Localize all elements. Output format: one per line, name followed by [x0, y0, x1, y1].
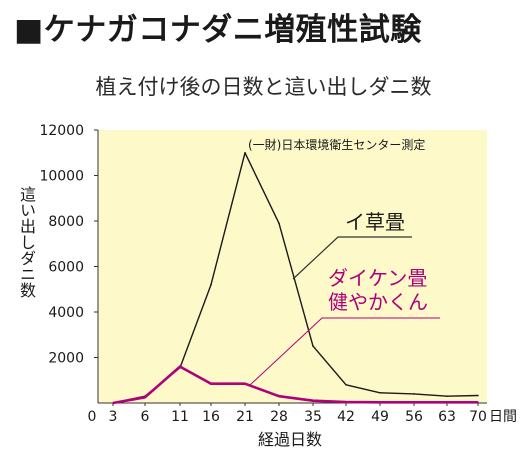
data-point — [312, 345, 314, 347]
data-point — [446, 401, 448, 404]
series-line-2 — [112, 365, 478, 405]
data-point — [278, 222, 280, 225]
data-point — [210, 283, 212, 286]
y-tick-label: 6000 — [48, 260, 84, 276]
data-point — [144, 396, 146, 399]
y-tick-label: 4000 — [48, 305, 84, 321]
x-tick-label: 21 — [236, 409, 254, 425]
x-tick-label: 3 — [109, 409, 118, 425]
series-layer — [112, 151, 479, 405]
series-label-1: イ草畳 — [345, 210, 405, 234]
x-tick-label: 11 — [171, 409, 189, 425]
series-label-2-line-1: ダイケン畳 — [328, 266, 427, 290]
data-point — [312, 399, 314, 402]
data-point — [379, 391, 381, 394]
leader-line-2 — [249, 317, 440, 386]
series-label-2-line-2: 健やかくん — [328, 290, 428, 314]
x-tick-label: 70 — [469, 409, 487, 425]
y-tick-label: 10000 — [39, 169, 84, 185]
data-point — [477, 394, 479, 397]
x-tick-label: 49 — [371, 409, 389, 425]
x-tick-label: 42 — [337, 409, 355, 425]
x-tick-label: 6 — [141, 409, 150, 425]
plot-area — [98, 130, 487, 403]
data-point — [112, 402, 114, 404]
data-point — [210, 382, 212, 385]
chart-subtitle: 植え付け後の日数と這い出しダニ数 — [95, 75, 432, 99]
x-origin-label: 0 — [88, 409, 97, 425]
y-tick-label: 12000 — [39, 123, 84, 139]
x-tick-label: 28 — [270, 409, 288, 425]
data-point — [244, 382, 246, 385]
data-point — [179, 365, 181, 368]
x-tick-label: 16 — [202, 409, 220, 425]
data-point — [345, 384, 347, 386]
x-axis-label: 経過日数 — [258, 430, 322, 449]
data-point — [244, 151, 246, 154]
x-tick-label: 63 — [438, 409, 456, 425]
x-tick-label: 56 — [405, 409, 423, 425]
data-point — [345, 401, 347, 403]
data-point — [278, 395, 280, 397]
data-point — [477, 401, 479, 404]
data-point — [413, 393, 415, 395]
y-tick-label: 2000 — [48, 351, 84, 367]
leader-line-1 — [292, 236, 412, 280]
source-note: (一財)日本環境衛生センター測定 — [248, 137, 425, 152]
data-point — [446, 395, 448, 397]
data-point — [413, 401, 415, 404]
y-tick-label: 8000 — [48, 214, 84, 230]
x-tick-label: 35 — [304, 409, 322, 425]
data-point — [379, 401, 381, 404]
page-title: ■ケナガコナダニ増殖性試験 — [14, 12, 422, 48]
y-axis: 2000 4000 6000 8000 10000 12000 — [39, 123, 99, 403]
y-axis-label: 這い出しダニ数 — [17, 186, 36, 298]
x-unit-label: 日間 — [489, 409, 517, 425]
